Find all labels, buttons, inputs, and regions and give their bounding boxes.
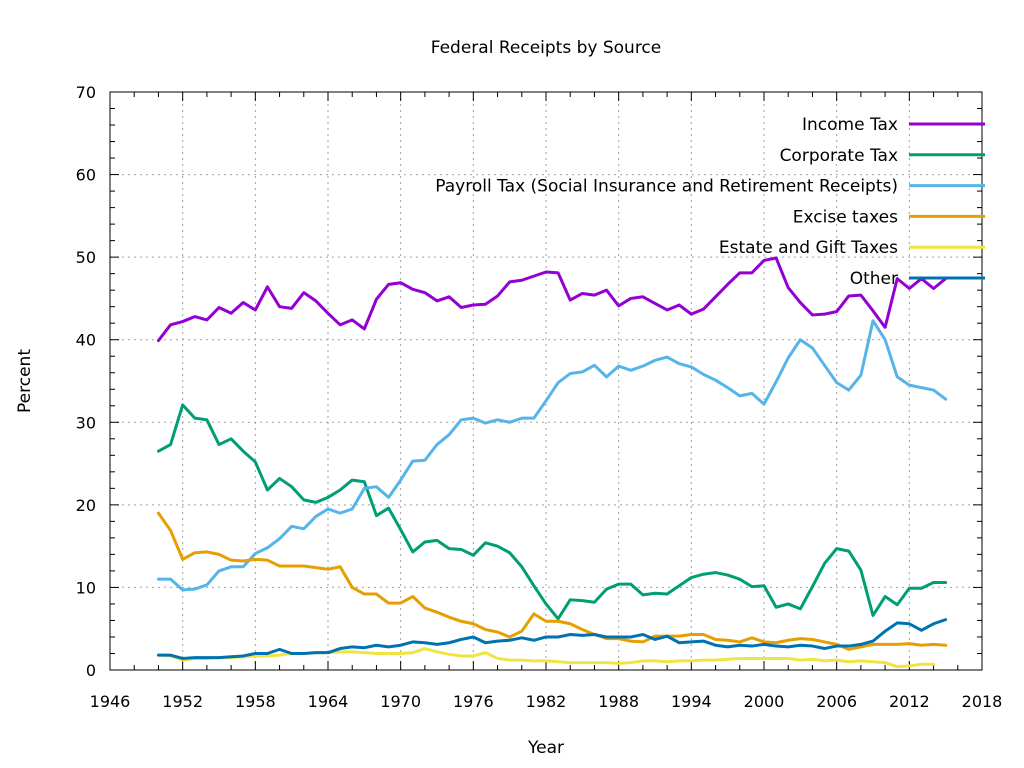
legend-label-excise-taxes: Excise taxes <box>793 207 898 227</box>
series <box>156 256 948 669</box>
y-tick-label: 30 <box>76 413 96 432</box>
x-tick-label: 2006 <box>816 692 857 711</box>
legend-label-estate-and-gift-taxes: Estate and Gift Taxes <box>719 238 898 258</box>
y-tick-label: 70 <box>76 83 96 102</box>
x-tick-label: 2012 <box>889 692 930 711</box>
legend-label-corporate-tax: Corporate Tax <box>780 146 898 166</box>
legend: Income Tax Corporate Tax Payroll Tax (Soci… <box>435 115 985 289</box>
legend-label-other: Other <box>850 269 898 289</box>
x-tick-label: 1964 <box>308 692 349 711</box>
y-tick-label: 60 <box>76 166 96 185</box>
x-axis-label: Year <box>527 738 564 758</box>
y-tick-label: 20 <box>76 496 96 515</box>
x-tick-label: 1946 <box>90 692 131 711</box>
x-tick-label: 1988 <box>598 692 639 711</box>
y-axis-label: Percent <box>15 349 35 413</box>
x-tick-label: 1952 <box>162 692 203 711</box>
y-tick-label: 0 <box>86 661 96 680</box>
legend-label-income-tax: Income Tax <box>802 115 898 135</box>
series-line-estate-and-gift-taxes <box>156 647 936 669</box>
x-tick-label: 1970 <box>380 692 421 711</box>
x-tick-label: 1982 <box>526 692 567 711</box>
x-tick-label: 2000 <box>744 692 785 711</box>
chart-title: Federal Receipts by Source <box>431 38 662 58</box>
y-tick-labels: 0 10 20 30 40 50 60 70 <box>76 83 96 680</box>
series-line-excise-taxes <box>156 511 948 651</box>
series-line-other <box>156 618 948 660</box>
x-tick-label: 2018 <box>962 692 1003 711</box>
x-tick-labels: 1946 1952 1958 1964 1970 1976 1982 1988 1994 2000… <box>90 692 1003 711</box>
x-tick-label: 1958 <box>235 692 276 711</box>
legend-label-payroll-tax-social-insurance-and-retirement-receipts: Payroll Tax (Social Insurance and Retire… <box>435 177 898 197</box>
x-tick-label: 1976 <box>453 692 494 711</box>
series-line-corporate-tax <box>156 403 948 621</box>
series-line-payroll-tax-social-insurance-and-retirement-receipts <box>156 319 948 592</box>
y-tick-label: 40 <box>76 331 96 350</box>
y-tick-label: 10 <box>76 578 96 597</box>
x-tick-label: 1994 <box>671 692 712 711</box>
series-line-income-tax <box>156 256 948 343</box>
y-tick-label: 50 <box>76 248 96 267</box>
